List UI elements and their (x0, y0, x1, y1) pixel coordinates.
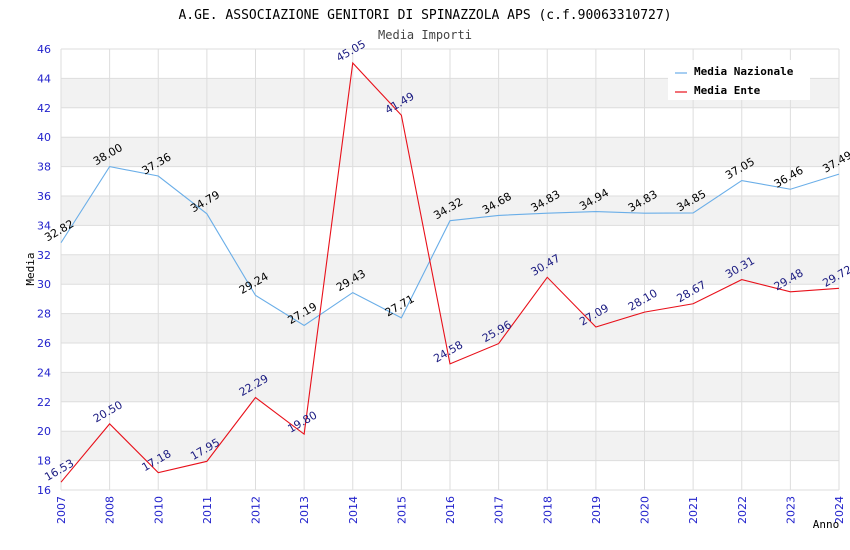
y-axis-ticks: 16 18 20 22 24 26 28 30 32 34 36 38 40 42 44 46 (37, 43, 51, 497)
x-axis-ticks: 2007 2008 2010 2011 2012 2013 2014 2015 2016 2017… (55, 496, 846, 524)
x-tick-label: 2014 (347, 496, 360, 524)
y-tick-label: 24 (37, 366, 51, 379)
y-tick-label: 16 (37, 484, 51, 497)
x-axis-label: Anno (813, 518, 840, 531)
y-axis-label: Media (24, 252, 37, 285)
data-label: 20.50 (91, 398, 125, 425)
chart-title: A.GE. ASSOCIAZIONE GENITORI DI SPINAZZOL… (178, 8, 671, 23)
y-tick-label: 46 (37, 43, 51, 56)
series-line-ente (60, 61, 840, 483)
x-tick-label: 2012 (250, 496, 263, 524)
y-tick-label: 42 (37, 102, 51, 115)
x-tick-label: 2013 (298, 496, 311, 524)
x-tick-label: 2024 (833, 496, 846, 524)
y-tick-label: 38 (37, 161, 51, 174)
x-tick-label: 2010 (152, 496, 165, 524)
y-tick-label: 30 (37, 278, 51, 291)
series-line-nazionale (60, 165, 840, 327)
y-tick-label: 22 (37, 396, 51, 409)
data-label: 28.10 (626, 287, 660, 314)
y-tick-label: 40 (37, 131, 51, 144)
y-tick-label: 20 (37, 425, 51, 438)
x-tick-label: 2008 (104, 496, 117, 524)
y-tick-label: 32 (37, 249, 51, 262)
series-lines (60, 61, 840, 483)
x-tick-label: 2011 (201, 496, 214, 524)
x-tick-label: 2018 (541, 496, 554, 524)
x-tick-label: 2022 (736, 496, 749, 524)
y-tick-label: 28 (37, 308, 51, 321)
y-tick-label: 18 (37, 455, 51, 468)
y-tick-label: 44 (37, 72, 51, 85)
legend-label-ente: Media Ente (694, 84, 761, 97)
x-tick-label: 2021 (687, 496, 700, 524)
legend: Media Nazionale Media Ente (668, 60, 810, 100)
legend-label-nazionale: Media Nazionale (694, 65, 794, 78)
x-tick-label: 2016 (444, 496, 457, 524)
y-tick-label: 26 (37, 337, 51, 350)
x-tick-label: 2015 (395, 496, 408, 524)
x-tick-label: 2007 (55, 496, 68, 524)
x-tick-label: 2020 (639, 496, 652, 524)
y-tick-label: 34 (37, 219, 51, 232)
y-tick-label: 36 (37, 190, 51, 203)
chart-subtitle: Media Importi (378, 28, 472, 42)
data-label: 45.05 (334, 37, 368, 64)
legend-box (668, 60, 810, 100)
x-tick-label: 2019 (590, 496, 603, 524)
grid-lines (60, 48, 840, 491)
x-tick-label: 2017 (493, 496, 506, 524)
x-tick-label: 2023 (784, 496, 797, 524)
